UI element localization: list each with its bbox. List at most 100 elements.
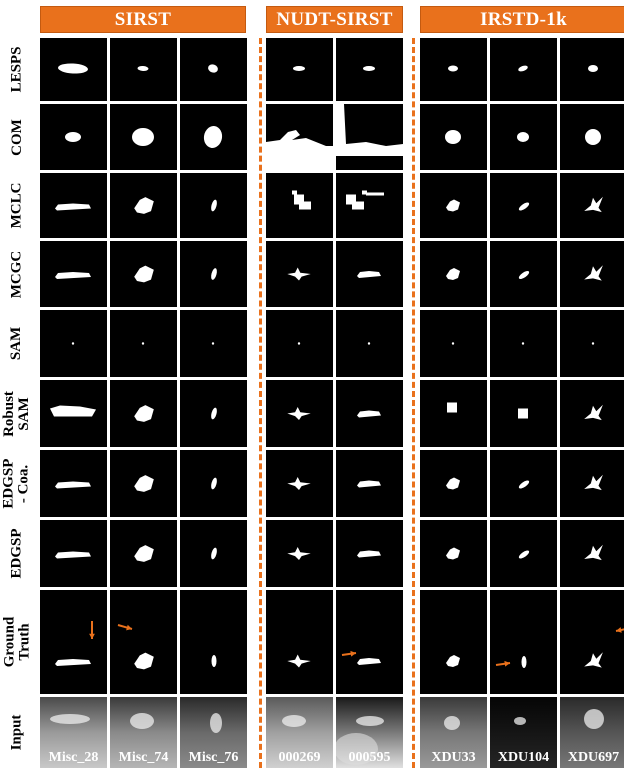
mask-image bbox=[40, 310, 107, 377]
segmentation-mask bbox=[357, 410, 381, 418]
segmentation-mask bbox=[447, 402, 457, 413]
segmentation-mask bbox=[518, 65, 528, 72]
mask-image bbox=[490, 590, 557, 694]
mask-image bbox=[336, 104, 403, 170]
segmentation-mask bbox=[211, 655, 217, 667]
mask-image bbox=[180, 38, 247, 101]
segmentation-mask bbox=[357, 271, 381, 278]
mask-image bbox=[336, 590, 403, 694]
sample-caption: 000595 bbox=[348, 750, 391, 765]
segmentation-mask bbox=[137, 65, 149, 72]
input-image: Misc_74 bbox=[110, 697, 177, 768]
group-divider-1 bbox=[259, 38, 262, 768]
sample-caption: XDU33 bbox=[431, 750, 476, 765]
segmentation-mask bbox=[446, 268, 460, 280]
mask-image bbox=[266, 520, 333, 587]
mask-image bbox=[40, 104, 107, 170]
segmentation-mask bbox=[518, 480, 530, 489]
row-label-robust-sam: Robust SAM bbox=[0, 380, 34, 447]
row-label-com: COM bbox=[0, 104, 34, 170]
row-label-input: Input bbox=[0, 697, 34, 768]
sample-caption: XDU104 bbox=[497, 750, 550, 765]
segmentation-mask bbox=[55, 272, 91, 279]
segmentation-mask bbox=[134, 475, 154, 492]
segmentation-mask bbox=[584, 474, 603, 491]
segmentation-mask bbox=[518, 202, 530, 211]
segmentation-mask bbox=[71, 342, 75, 345]
mask-image bbox=[420, 590, 487, 694]
segmentation-mask bbox=[336, 104, 403, 156]
segmentation-mask bbox=[55, 551, 91, 559]
segmentation-mask bbox=[446, 199, 460, 212]
infrared-scene bbox=[266, 697, 333, 768]
mask-image bbox=[336, 380, 403, 447]
row-label-text: EDGSP - Coa. bbox=[1, 458, 32, 509]
segmentation-mask bbox=[287, 407, 311, 420]
mask-image bbox=[420, 104, 487, 170]
mask-image bbox=[420, 380, 487, 447]
segmentation-mask bbox=[445, 130, 461, 144]
segmentation-mask bbox=[58, 63, 88, 74]
row-label-mcgc: MCGC bbox=[0, 241, 34, 307]
segmentation-mask bbox=[591, 342, 595, 345]
mask-image bbox=[560, 173, 624, 238]
mask-image bbox=[180, 104, 247, 170]
mask-image bbox=[420, 450, 487, 517]
segmentation-mask bbox=[287, 267, 311, 281]
segmentation-mask bbox=[446, 655, 460, 667]
mask-image bbox=[110, 241, 177, 307]
mask-image bbox=[110, 520, 177, 587]
row-label-text: LESPS bbox=[8, 46, 25, 93]
segmentation-mask bbox=[211, 547, 217, 560]
mask-image bbox=[490, 520, 557, 587]
row-label-sam: SAM bbox=[0, 310, 34, 377]
segmentation-mask bbox=[55, 621, 95, 666]
segmentation-mask bbox=[357, 550, 381, 558]
input-image: 000595 bbox=[336, 697, 403, 768]
input-image: Misc_76 bbox=[180, 697, 247, 768]
mask-image bbox=[266, 241, 333, 307]
mask-image bbox=[110, 450, 177, 517]
row-label-lesps: LESPS bbox=[0, 38, 34, 101]
sample-caption: Misc_76 bbox=[188, 750, 239, 765]
mask-image bbox=[180, 310, 247, 377]
row-label-text: EDGSP bbox=[8, 528, 25, 579]
segmentation-mask bbox=[287, 547, 311, 560]
mask-image bbox=[336, 241, 403, 307]
input-image: XDU104 bbox=[490, 697, 557, 768]
segmentation-mask bbox=[584, 265, 603, 281]
segmentation-mask bbox=[134, 405, 154, 422]
mask-image bbox=[336, 450, 403, 517]
mask-image bbox=[40, 380, 107, 447]
segmentation-mask bbox=[367, 342, 371, 345]
infrared-scene bbox=[180, 697, 247, 768]
segmentation-mask bbox=[287, 477, 311, 490]
mask-image bbox=[266, 450, 333, 517]
infrared-scene bbox=[420, 697, 487, 768]
segmentation-mask bbox=[50, 405, 96, 417]
mask-image bbox=[40, 173, 107, 238]
sample-caption: XDU697 bbox=[567, 750, 620, 765]
mask-image bbox=[266, 310, 333, 377]
segmentation-mask bbox=[287, 654, 311, 668]
mask-image bbox=[420, 310, 487, 377]
segmentation-mask bbox=[584, 404, 603, 421]
mask-image bbox=[180, 241, 247, 307]
row-label-text: MCGC bbox=[8, 250, 25, 298]
segmentation-mask bbox=[211, 268, 217, 280]
group-header-sirst: SIRST bbox=[40, 6, 246, 33]
mask-image bbox=[560, 380, 624, 447]
mask-image bbox=[266, 38, 333, 101]
mask-image bbox=[40, 38, 107, 101]
group-header-irstd: IRSTD-1k bbox=[420, 6, 624, 33]
segmentation-mask bbox=[65, 132, 81, 142]
segmentation-mask bbox=[132, 128, 154, 146]
mask-image bbox=[110, 590, 177, 694]
segmentation-mask bbox=[357, 480, 381, 488]
infrared-scene bbox=[336, 697, 403, 768]
mask-image bbox=[110, 173, 177, 238]
segmentation-mask bbox=[117, 624, 154, 670]
mask-image bbox=[336, 38, 403, 101]
group-header-nudt: NUDT-SIRST bbox=[266, 6, 403, 33]
segmentation-mask bbox=[211, 199, 217, 212]
